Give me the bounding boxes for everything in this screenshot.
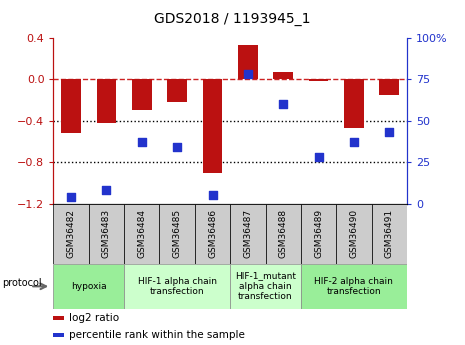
Bar: [53, 316, 64, 319]
Text: GSM36486: GSM36486: [208, 209, 217, 258]
Point: [244, 72, 252, 77]
FancyBboxPatch shape: [53, 204, 89, 264]
FancyBboxPatch shape: [301, 204, 336, 264]
Text: GSM36485: GSM36485: [173, 209, 182, 258]
FancyBboxPatch shape: [372, 204, 407, 264]
Bar: [344, 79, 364, 128]
Bar: [53, 333, 64, 337]
Point: [385, 130, 393, 135]
Text: hypoxia: hypoxia: [71, 282, 106, 291]
Text: GDS2018 / 1193945_1: GDS2018 / 1193945_1: [154, 12, 311, 26]
FancyBboxPatch shape: [159, 204, 195, 264]
Bar: [379, 79, 399, 95]
Text: log2 ratio: log2 ratio: [69, 313, 120, 323]
Point: [173, 145, 181, 150]
FancyBboxPatch shape: [301, 264, 407, 309]
FancyBboxPatch shape: [336, 204, 372, 264]
Text: HIF-1_mutant
alpha chain
transfection: HIF-1_mutant alpha chain transfection: [235, 272, 296, 301]
Bar: [132, 79, 152, 110]
FancyBboxPatch shape: [124, 204, 159, 264]
Text: HIF-1 alpha chain
transfection: HIF-1 alpha chain transfection: [138, 277, 217, 296]
Text: GSM36484: GSM36484: [137, 209, 146, 258]
Bar: [203, 79, 222, 172]
FancyBboxPatch shape: [89, 204, 124, 264]
Bar: [273, 72, 293, 79]
Bar: [97, 79, 116, 123]
Text: HIF-2 alpha chain
transfection: HIF-2 alpha chain transfection: [314, 277, 393, 296]
Point: [103, 188, 110, 193]
Bar: [61, 79, 81, 133]
FancyBboxPatch shape: [195, 204, 230, 264]
FancyBboxPatch shape: [124, 264, 230, 309]
FancyBboxPatch shape: [230, 264, 301, 309]
Text: protocol: protocol: [2, 278, 42, 288]
Point: [279, 101, 287, 107]
Text: GSM36490: GSM36490: [349, 209, 359, 258]
Bar: [309, 79, 328, 81]
Text: GSM36487: GSM36487: [243, 209, 252, 258]
Text: GSM36482: GSM36482: [66, 209, 76, 258]
Text: GSM36491: GSM36491: [385, 209, 394, 258]
FancyBboxPatch shape: [266, 204, 301, 264]
Text: percentile rank within the sample: percentile rank within the sample: [69, 330, 245, 340]
FancyBboxPatch shape: [53, 264, 124, 309]
Bar: [167, 79, 187, 102]
Point: [315, 155, 322, 160]
Point: [138, 139, 146, 145]
Point: [209, 193, 216, 198]
Text: GSM36488: GSM36488: [279, 209, 288, 258]
Bar: [238, 45, 258, 79]
Text: GSM36489: GSM36489: [314, 209, 323, 258]
Point: [350, 139, 358, 145]
FancyBboxPatch shape: [230, 204, 266, 264]
Text: GSM36483: GSM36483: [102, 209, 111, 258]
Point: [67, 194, 75, 200]
